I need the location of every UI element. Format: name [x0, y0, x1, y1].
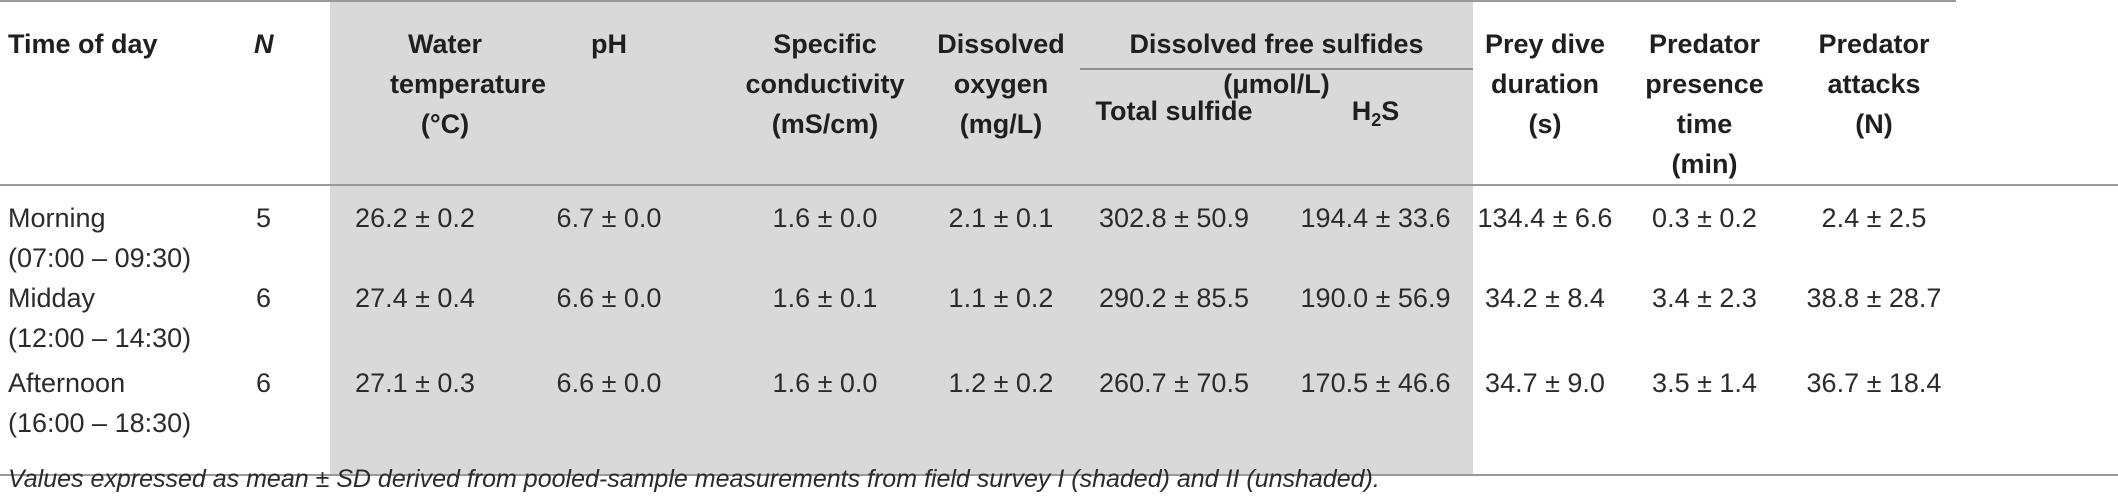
cell-time-range: (16:00 – 18:30): [8, 408, 192, 438]
header-row-1: Time of day N Water temperature (°C) pH …: [0, 0, 2118, 185]
header-water-temperature-line1: Water: [407, 29, 482, 59]
header-water-temperature: Water temperature (°C): [330, 0, 546, 185]
header-predator-attacks-line3: (N): [1855, 109, 1893, 139]
header-predator-presence-time: Predator presence time (min): [1617, 0, 1792, 185]
header-dissolved-oxygen: Dissolved oxygen (mg/L): [932, 0, 1070, 185]
cell-h2s: 190.0 ± 56.9: [1278, 278, 1473, 363]
cell-ph: 6.6 ± 0.0: [500, 278, 718, 363]
cell-specific-conductivity: 1.6 ± 0.0: [718, 363, 932, 475]
header-specific-conductivity-line2: conductivity: [745, 69, 905, 99]
header-predator-presence-time-line3: (min): [1671, 149, 1738, 179]
cell-time-label: Afternoon: [8, 368, 126, 398]
cell-predator-attacks: 2.4 ± 2.5: [1821, 203, 1927, 233]
header-prey-dive-duration-line3: (s): [1528, 109, 1562, 139]
cell-time: Morning (07:00 – 09:30): [0, 186, 240, 278]
cell-predator-attacks: 38.8 ± 28.7: [1806, 283, 1942, 313]
table-row: Morning (07:00 – 09:30) 5 26.2 ± 0.2 6.7…: [0, 186, 2118, 278]
header-h2s: H2S: [1278, 77, 1473, 185]
header-dissolved-oxygen-line3: (mg/L): [959, 109, 1043, 139]
table-row: Midday (12:00 – 14:30) 6 27.4 ± 0.4 6.6 …: [0, 278, 2118, 363]
header-specific-conductivity-line3: (mS/cm): [771, 109, 879, 139]
cell-total-sulfide: 302.8 ± 50.9: [1070, 186, 1278, 278]
cell-n: 6: [256, 283, 272, 313]
table-footnote: Values expressed as mean ± SD derived fr…: [8, 465, 1380, 493]
header-water-temperature-line2: temperature: [390, 69, 547, 99]
cell-time-label: Morning: [8, 203, 106, 233]
cell-time-range: (12:00 – 14:30): [8, 323, 192, 353]
header-ph: pH: [500, 0, 718, 185]
header-time-of-day: Time of day: [0, 0, 240, 185]
cell-ph: 6.6 ± 0.0: [500, 363, 718, 475]
header-prey-dive-duration-line2: duration: [1491, 69, 1599, 99]
cell-dissolved-oxygen: 2.1 ± 0.1: [932, 186, 1070, 278]
header-dissolved-free-sulfides-label: Dissolved free sulfides (μmol/L): [1129, 29, 1424, 99]
cell-h2s: 194.4 ± 33.6: [1278, 186, 1473, 278]
cell-water-temperature: 26.2 ± 0.2: [330, 186, 500, 278]
header-total-sulfide: Total sulfide: [1070, 77, 1278, 185]
header-dissolved-free-sulfides: Dissolved free sulfides (μmol/L): [1070, 0, 1473, 99]
cell-predator-presence-time: 3.4 ± 2.3: [1652, 283, 1757, 313]
field-survey-table: Time of day N Water temperature (°C) pH …: [0, 0, 2118, 477]
cell-h2s: 170.5 ± 46.6: [1278, 363, 1473, 475]
header-h2s-h: H: [1351, 96, 1372, 127]
cell-water-temperature: 27.4 ± 0.4: [330, 278, 500, 363]
cell-specific-conductivity: 1.6 ± 0.0: [718, 186, 932, 278]
table-row: Afternoon (16:00 – 18:30) 6 27.1 ± 0.3 6…: [0, 363, 2118, 475]
cell-n: 5: [256, 203, 272, 233]
header-row-2: Total sulfide H2S: [0, 77, 2118, 185]
header-predator-attacks-line1: Predator: [1818, 29, 1930, 59]
header-n: N: [240, 0, 330, 185]
header-prey-dive-duration: Prey dive duration (s): [1473, 0, 1617, 185]
cell-time: Midday (12:00 – 14:30): [0, 278, 240, 363]
header-water-temperature-line3: (°C): [420, 109, 470, 139]
cell-prey-dive-duration: 34.2 ± 8.4: [1485, 283, 1605, 313]
cell-time-label: Midday: [8, 283, 96, 313]
header-predator-presence-time-line1: Predator: [1648, 29, 1761, 59]
cell-water-temperature: 27.1 ± 0.3: [330, 363, 500, 475]
header-predator-attacks: Predator attacks (N): [1792, 0, 1956, 185]
cell-time-range: (07:00 – 09:30): [8, 243, 192, 273]
header-h2s-subscript: 2: [1371, 110, 1382, 131]
header-specific-conductivity-line1: Specific: [773, 29, 877, 59]
cell-total-sulfide: 260.7 ± 70.5: [1070, 363, 1278, 475]
header-dissolved-oxygen-line1: Dissolved: [937, 29, 1065, 59]
header-h2s-s: S: [1381, 96, 1400, 127]
cell-predator-presence-time: 0.3 ± 0.2: [1652, 203, 1757, 233]
header-dissolved-free-sulfides-group: Dissolved free sulfides (μmol/L): [1080, 24, 1473, 99]
cell-predator-presence-time: 3.5 ± 1.4: [1652, 368, 1757, 398]
cell-dissolved-oxygen: 1.2 ± 0.2: [932, 363, 1070, 475]
cell-specific-conductivity: 1.6 ± 0.1: [718, 278, 932, 363]
cell-n: 6: [256, 368, 272, 398]
cell-predator-attacks: 36.7 ± 18.4: [1806, 368, 1942, 398]
header-specific-conductivity: Specific conductivity (mS/cm): [718, 0, 932, 185]
cell-dissolved-oxygen: 1.1 ± 0.2: [932, 278, 1070, 363]
header-dissolved-oxygen-line2: oxygen: [953, 69, 1049, 99]
cell-ph: 6.7 ± 0.0: [500, 186, 718, 278]
header-predator-presence-time-line2: presence time: [1645, 69, 1764, 139]
cell-prey-dive-duration: 34.7 ± 9.0: [1485, 368, 1605, 398]
cell-total-sulfide: 290.2 ± 85.5: [1070, 278, 1278, 363]
cell-time: Afternoon (16:00 – 18:30): [0, 363, 240, 475]
cell-prey-dive-duration: 134.4 ± 6.6: [1477, 203, 1613, 233]
header-prey-dive-duration-line1: Prey dive: [1484, 29, 1606, 59]
header-predator-attacks-line2: attacks: [1827, 69, 1921, 99]
